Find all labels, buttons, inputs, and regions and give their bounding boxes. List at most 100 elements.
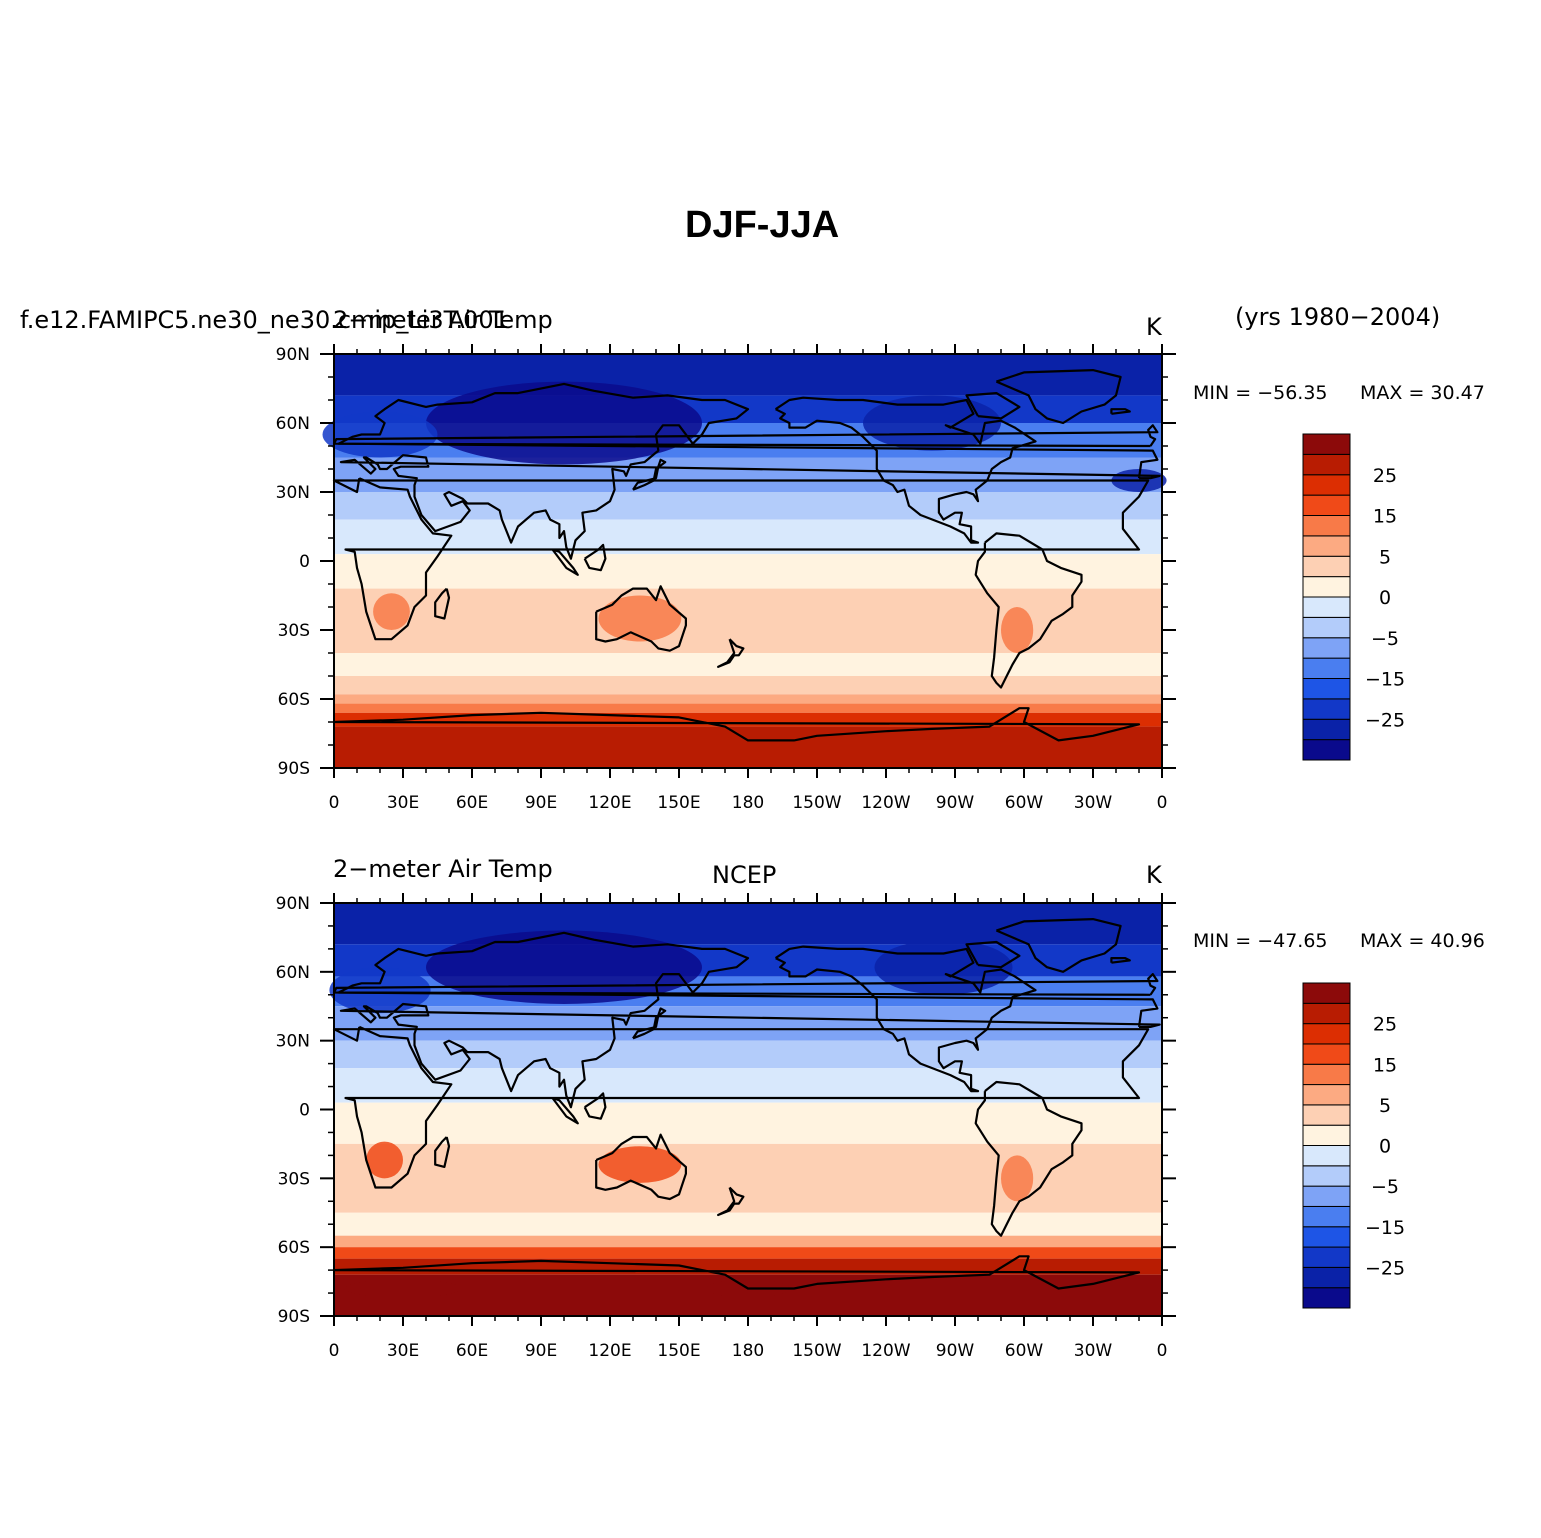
colorbar-swatch xyxy=(1302,1185,1351,1207)
contour-band xyxy=(334,1143,1162,1213)
x-tick-label: 150E xyxy=(657,1341,700,1361)
panel2-variable-label: 2−meter Air Temp xyxy=(333,855,553,883)
contour-band xyxy=(334,1040,1162,1069)
contour-band xyxy=(334,1212,1162,1236)
contour-anomaly xyxy=(1001,1155,1034,1202)
x-tick-label: 60E xyxy=(456,793,488,813)
colorbar-2: 25 15 5 0 −5 −15 −25 xyxy=(1302,982,1405,1309)
colorbar-swatch xyxy=(1302,1205,1351,1228)
contour-anomaly xyxy=(366,1141,403,1179)
colorbar-swatch xyxy=(1302,1226,1351,1248)
contour-band xyxy=(334,519,1162,555)
contour-band xyxy=(334,694,1162,704)
coastline xyxy=(337,382,1161,560)
y-tick-label: 30S xyxy=(278,621,310,641)
y-tick-label: 90N xyxy=(276,894,310,914)
colorbar-label: 25 xyxy=(1373,465,1397,487)
colorbar-label: −15 xyxy=(1365,1217,1405,1239)
contour-anomaly xyxy=(598,595,682,642)
coastline xyxy=(717,638,745,668)
contour-band xyxy=(334,653,1162,676)
y-tick-label: 30N xyxy=(276,483,310,503)
colorbar-label: 25 xyxy=(1373,1014,1397,1036)
contour-band xyxy=(334,903,1162,945)
y-tick-label: 90S xyxy=(278,759,310,779)
colorbar-swatch xyxy=(1302,555,1351,578)
colorbar-label: −15 xyxy=(1365,669,1405,691)
x-tick-label: 30W xyxy=(1074,793,1113,813)
contour-anomaly xyxy=(598,1146,682,1183)
y-tick-label: 0 xyxy=(299,552,310,572)
colorbar-swatch xyxy=(1302,1063,1351,1086)
colorbar-swatch xyxy=(1302,1084,1351,1106)
x-tick-label: 0 xyxy=(329,793,340,813)
y-tick-label: 60S xyxy=(278,690,310,710)
colorbar-swatch xyxy=(1302,739,1351,761)
coastline xyxy=(632,1007,667,1040)
y-tick-label: 60N xyxy=(276,963,310,983)
colorbar-label: 15 xyxy=(1373,506,1397,528)
x-tick-label: 90W xyxy=(936,793,975,813)
map-panel-1: 0 30E 60E 90E 120E 150E 180 150W 120W 90W 60W 30W 09… xyxy=(276,344,1176,813)
y-tick-label: 60N xyxy=(276,414,310,434)
contour-band xyxy=(334,554,1162,589)
coastline xyxy=(583,543,607,572)
colorbar-swatch xyxy=(1302,1246,1351,1268)
colorbar-label: 0 xyxy=(1379,587,1391,609)
x-tick-label: 30W xyxy=(1074,1341,1113,1361)
contour-band xyxy=(334,1235,1162,1248)
panel1-variable-label: 2−meter Air Temp xyxy=(333,306,553,334)
contour-band xyxy=(334,1068,1162,1103)
coastline xyxy=(774,396,1037,544)
colorbar-swatch xyxy=(1302,1104,1351,1126)
colorbar-swatch xyxy=(1302,1287,1351,1309)
colorbar-swatch xyxy=(1302,433,1351,455)
x-tick-label: 0 xyxy=(1157,793,1168,813)
contour-band xyxy=(334,703,1162,713)
x-tick-label: 120W xyxy=(861,793,910,813)
y-tick-label: 60S xyxy=(278,1238,310,1258)
colorbar-swatch xyxy=(1302,698,1351,720)
contour-band xyxy=(334,726,1162,768)
x-tick-label: 150E xyxy=(657,793,700,813)
contour-anomaly xyxy=(345,1279,461,1298)
coastline xyxy=(995,918,1122,973)
x-tick-label: 180 xyxy=(732,793,764,813)
x-tick-label: 150W xyxy=(792,793,841,813)
coastline xyxy=(434,1136,451,1168)
y-tick-label: 90S xyxy=(278,1307,310,1327)
colorbar-swatch xyxy=(1302,596,1351,618)
coastline xyxy=(333,707,1141,742)
y-tick-label: 90N xyxy=(276,345,310,365)
coastline xyxy=(337,931,1161,1109)
coastline xyxy=(965,392,1021,420)
coastline xyxy=(595,585,687,652)
colorbar-label: 15 xyxy=(1373,1054,1397,1076)
contour-band xyxy=(334,588,1162,653)
x-tick-label: 60E xyxy=(456,1341,488,1361)
x-tick-label: 180 xyxy=(732,1341,764,1361)
colorbar-swatch xyxy=(1302,1145,1351,1167)
x-tick-label: 120W xyxy=(861,1341,910,1361)
coastline xyxy=(632,458,667,491)
colorbar-swatch xyxy=(1302,515,1351,537)
contour-anomaly xyxy=(426,381,702,465)
colorbar-label: 5 xyxy=(1379,1095,1391,1117)
coastline xyxy=(774,945,1037,1093)
colorbar-swatch xyxy=(1302,453,1351,476)
coastline xyxy=(1110,957,1131,964)
contour-anomaly xyxy=(329,967,431,1014)
panel1-min-label: MIN = −56.35 xyxy=(1193,382,1328,404)
map-panel-2: 0 30E 60E 90E 120E 150E 180 150W 120W 90W 60W 30W 09… xyxy=(276,893,1176,1361)
coastline xyxy=(717,1186,745,1217)
colorbar-swatch xyxy=(1302,1002,1351,1025)
colorbar-label: 0 xyxy=(1379,1136,1391,1158)
colorbar-label: −25 xyxy=(1365,709,1405,731)
colorbar-swatch xyxy=(1302,1043,1351,1065)
colorbar-1: 25 15 5 0 −5 −15 −25 xyxy=(1302,433,1405,761)
colorbar-swatch xyxy=(1302,616,1351,639)
panel1-units-label: K xyxy=(1146,313,1162,341)
x-tick-label: 30E xyxy=(387,1341,419,1361)
colorbar-swatch xyxy=(1302,1124,1351,1146)
panel2-max-label: MAX = 40.96 xyxy=(1360,930,1485,952)
